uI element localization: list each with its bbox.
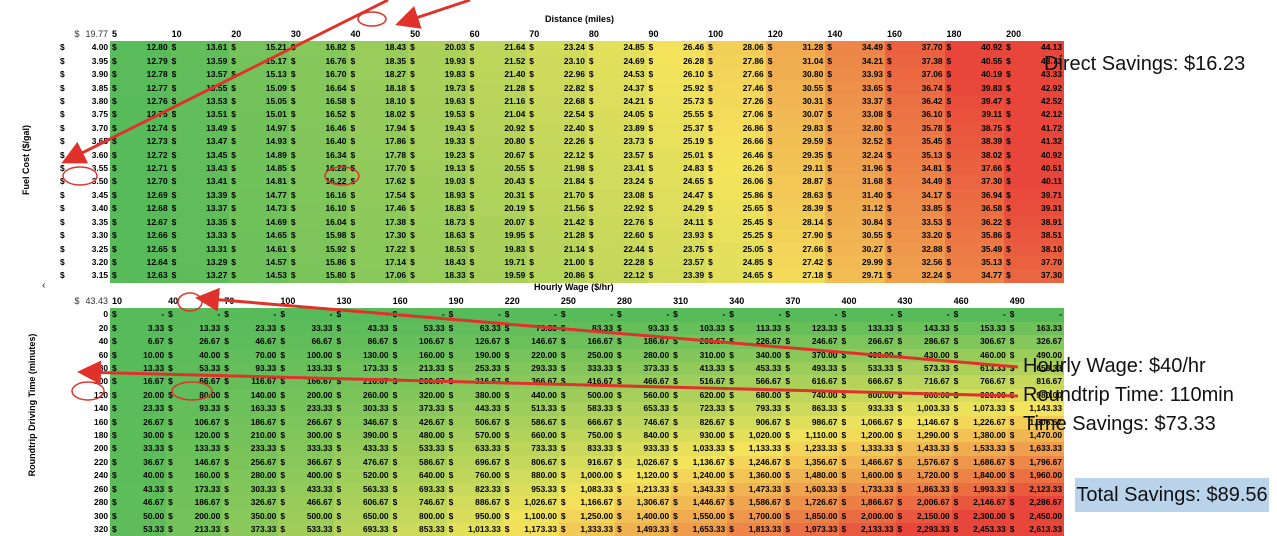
table-cell: $373.33 bbox=[222, 523, 278, 536]
table-cell: $533.33 bbox=[278, 523, 334, 536]
currency-sign: $ bbox=[336, 523, 341, 536]
currency-sign: $ bbox=[954, 523, 959, 536]
cell-value: 1,333.33 bbox=[580, 523, 613, 536]
table-cell: $53.33 bbox=[110, 523, 166, 536]
currency-sign: $ bbox=[224, 523, 229, 536]
highlight-ellipse-distance bbox=[358, 12, 386, 26]
cell-value: 2,613.33 bbox=[1029, 523, 1062, 536]
currency-sign: $ bbox=[449, 523, 454, 536]
cell-value: 2,453.33 bbox=[973, 523, 1006, 536]
table-cell: $213.33 bbox=[166, 523, 222, 536]
annotation-arrow bbox=[398, 0, 470, 24]
highlight-ellipse-fuel bbox=[63, 167, 97, 185]
table-cell: $1,173.33 bbox=[503, 523, 559, 536]
highlight-ellipse-time bbox=[72, 382, 104, 400]
row-label: 320 bbox=[58, 523, 110, 536]
currency-sign: $ bbox=[898, 523, 903, 536]
cell-value: 373.33 bbox=[251, 523, 277, 536]
currency-sign: $ bbox=[112, 523, 117, 536]
table-cell: $693.33 bbox=[334, 523, 390, 536]
annotation-overlay bbox=[0, 0, 1277, 519]
annotation-arrow bbox=[80, 372, 1018, 396]
table-cell: $2,613.33 bbox=[1008, 523, 1064, 536]
table-cell: $853.33 bbox=[391, 523, 447, 536]
annotation-arrow bbox=[64, 0, 388, 162]
currency-sign: $ bbox=[280, 523, 285, 536]
currency-sign: $ bbox=[168, 523, 173, 536]
cell-value: 853.33 bbox=[419, 523, 445, 536]
table-cell: $1,493.33 bbox=[615, 523, 671, 536]
row-label-value: 320 bbox=[94, 524, 108, 534]
highlight-ellipse-time-value bbox=[172, 382, 212, 400]
table-cell: $1,653.33 bbox=[671, 523, 727, 536]
cell-value: 213.33 bbox=[195, 523, 221, 536]
currency-sign: $ bbox=[505, 523, 510, 536]
cell-value: 1,973.33 bbox=[805, 523, 838, 536]
table-cell: $1,013.33 bbox=[447, 523, 503, 536]
currency-sign: $ bbox=[617, 523, 622, 536]
cell-value: 2,133.33 bbox=[861, 523, 894, 536]
currency-sign: $ bbox=[1010, 523, 1015, 536]
cell-value: 1,653.33 bbox=[693, 523, 726, 536]
table-cell: $2,293.33 bbox=[896, 523, 952, 536]
highlight-ellipse-fuel-value bbox=[325, 167, 359, 185]
table-cell: $1,813.33 bbox=[727, 523, 783, 536]
currency-sign: $ bbox=[673, 523, 678, 536]
cell-value: 1,493.33 bbox=[637, 523, 670, 536]
table-cell: $2,453.33 bbox=[952, 523, 1008, 536]
highlight-ellipse-wage bbox=[178, 293, 202, 311]
cell-value: 2,293.33 bbox=[917, 523, 950, 536]
cell-value: 693.33 bbox=[363, 523, 389, 536]
currency-sign: $ bbox=[841, 523, 846, 536]
cell-value: 1,813.33 bbox=[749, 523, 782, 536]
annotation-arrow bbox=[198, 298, 1018, 367]
cell-value: 1,013.33 bbox=[468, 523, 501, 536]
table-cell: $1,973.33 bbox=[783, 523, 839, 536]
currency-sign: $ bbox=[785, 523, 790, 536]
cell-value: 533.33 bbox=[307, 523, 333, 536]
currency-sign: $ bbox=[561, 523, 566, 536]
table-row: 320 $53.33 $213.33 $373.33 $533.33 $693.33 $85… bbox=[58, 523, 1064, 536]
currency-sign: $ bbox=[729, 523, 734, 536]
table-cell: $1,333.33 bbox=[559, 523, 615, 536]
currency-sign: $ bbox=[393, 523, 398, 536]
cell-value: 53.33 bbox=[143, 523, 164, 536]
table-cell: $2,133.33 bbox=[839, 523, 895, 536]
cell-value: 1,173.33 bbox=[524, 523, 557, 536]
